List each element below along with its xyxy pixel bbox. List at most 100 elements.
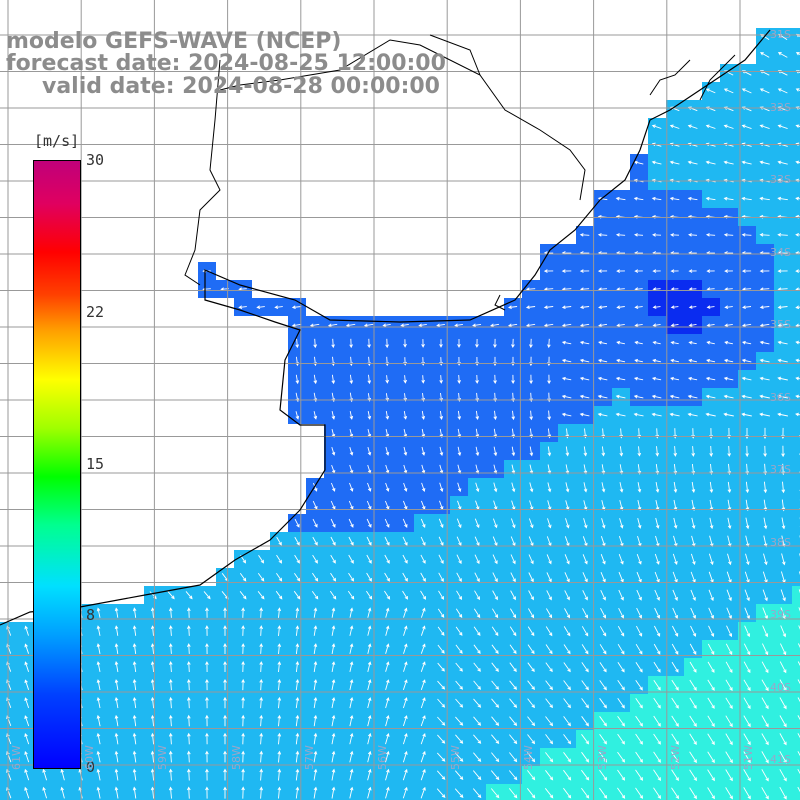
wind-arrow bbox=[795, 196, 800, 201]
wind-arrow bbox=[617, 733, 625, 745]
wind-arrow bbox=[670, 376, 680, 381]
wind-arrow bbox=[186, 678, 191, 691]
wind-arrow bbox=[636, 589, 642, 601]
wind-cell bbox=[792, 28, 800, 46]
wind-arrow bbox=[367, 714, 372, 727]
wind-arrow bbox=[599, 787, 608, 799]
wind-arrow bbox=[618, 571, 624, 583]
wind-arrow bbox=[797, 786, 800, 793]
wind-arrow bbox=[582, 554, 588, 565]
wind-arrow bbox=[723, 160, 734, 165]
wind-arrow bbox=[420, 715, 426, 727]
wind-arrow bbox=[295, 374, 300, 385]
wind-arrow bbox=[582, 590, 588, 601]
wind-arrow bbox=[313, 661, 318, 673]
wind-arrow bbox=[295, 643, 300, 654]
wind-cell bbox=[792, 460, 800, 478]
wind-arrow bbox=[615, 412, 626, 417]
wind-arrow bbox=[688, 358, 697, 363]
wind-arrow bbox=[669, 124, 680, 129]
wind-arrow bbox=[402, 732, 408, 745]
wind-arrow bbox=[761, 661, 769, 674]
wind-arrow bbox=[455, 662, 463, 672]
wind-arrow bbox=[598, 340, 608, 345]
wind-arrow bbox=[689, 661, 697, 673]
wind-arrow bbox=[741, 358, 752, 363]
wind-arrow bbox=[725, 679, 733, 691]
wind-arrow bbox=[563, 680, 571, 691]
wind-arrow bbox=[653, 751, 661, 763]
wind-arrow bbox=[455, 698, 464, 708]
wind-arrow bbox=[743, 679, 751, 691]
wind-arrow bbox=[493, 482, 498, 493]
wind-arrow bbox=[437, 626, 445, 636]
wind-arrow bbox=[186, 625, 191, 636]
wind-arrow bbox=[420, 590, 426, 600]
wind-cell bbox=[792, 334, 800, 352]
wind-arrow bbox=[795, 124, 800, 128]
wind-arrow bbox=[723, 88, 734, 94]
wind-arrow bbox=[672, 625, 679, 637]
wind-arrow bbox=[186, 732, 191, 745]
wind-arrow bbox=[168, 696, 173, 709]
wind-arrow bbox=[385, 625, 390, 636]
latitude-label: 39S bbox=[770, 608, 791, 621]
wind-arrow bbox=[420, 572, 426, 582]
wind-arrow bbox=[275, 590, 283, 600]
wind-arrow bbox=[545, 752, 554, 763]
wind-arrow bbox=[420, 554, 426, 564]
wind-arrow bbox=[725, 661, 733, 674]
wind-arrow bbox=[583, 482, 588, 493]
latitude-label: 33S bbox=[770, 173, 791, 186]
wind-arrow bbox=[527, 644, 535, 655]
wind-arrow bbox=[599, 626, 607, 637]
wind-arrow bbox=[673, 517, 678, 529]
wind-arrow bbox=[759, 52, 770, 58]
wind-arrow bbox=[797, 697, 800, 703]
wind-arrow bbox=[259, 625, 264, 636]
wind-arrow bbox=[759, 196, 770, 201]
wind-arrow bbox=[759, 376, 770, 381]
wind-arrow bbox=[96, 661, 101, 672]
wind-arrow bbox=[619, 446, 624, 457]
wind-arrow bbox=[277, 768, 282, 781]
wind-arrow bbox=[473, 734, 482, 744]
wind-arrow bbox=[652, 233, 662, 237]
wind-arrow bbox=[597, 358, 608, 363]
wind-arrow bbox=[528, 608, 535, 619]
wind-arrow bbox=[276, 554, 283, 564]
wind-arrow bbox=[655, 482, 660, 493]
wind-arrow bbox=[527, 662, 535, 673]
wind-arrow bbox=[114, 768, 119, 781]
wind-arrow bbox=[24, 751, 30, 763]
wind-arrow bbox=[777, 160, 788, 165]
wind-arrow bbox=[186, 696, 191, 709]
wind-arrow bbox=[223, 661, 227, 672]
wind-arrow bbox=[509, 662, 517, 673]
wind-arrow bbox=[723, 124, 734, 129]
wind-arrow bbox=[745, 499, 750, 512]
wind-arrow bbox=[763, 481, 768, 494]
wind-arrow bbox=[723, 196, 734, 201]
colorbar-tick-label: 15 bbox=[86, 454, 105, 473]
wind-arrow bbox=[561, 394, 572, 399]
wind-arrow bbox=[741, 323, 752, 328]
wind-arrow bbox=[545, 644, 553, 655]
wind-arrow bbox=[457, 410, 462, 421]
wind-arrow bbox=[492, 554, 498, 565]
wind-arrow bbox=[114, 607, 119, 618]
wind-arrow bbox=[313, 374, 318, 385]
wind-arrow bbox=[24, 768, 30, 781]
wind-arrow bbox=[579, 269, 590, 273]
wind-arrow bbox=[24, 697, 30, 709]
wind-arrow bbox=[382, 323, 391, 328]
wind-arrow bbox=[545, 770, 554, 781]
wind-arrow bbox=[510, 590, 516, 601]
wind-arrow bbox=[330, 518, 336, 528]
wind-arrow bbox=[673, 446, 678, 457]
wind-cell bbox=[792, 640, 800, 658]
wind-arrow bbox=[528, 572, 534, 583]
wind-arrow bbox=[402, 697, 408, 709]
wind-arrow bbox=[546, 572, 552, 583]
wind-arrow bbox=[669, 160, 680, 165]
